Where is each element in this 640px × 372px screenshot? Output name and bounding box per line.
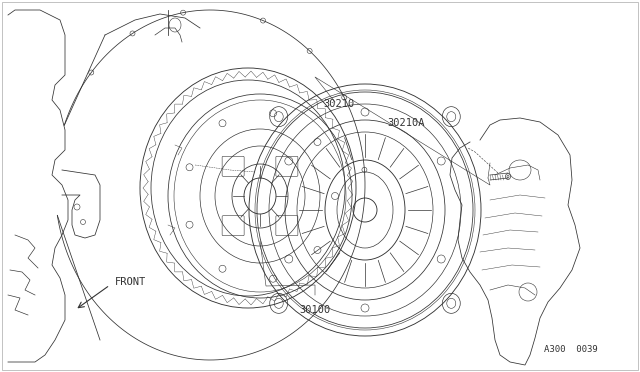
Text: 30100: 30100 — [300, 305, 331, 315]
Text: 30210: 30210 — [323, 99, 355, 109]
Text: 30210A: 30210A — [387, 118, 425, 128]
Text: FRONT: FRONT — [115, 277, 147, 287]
Text: A300  0039: A300 0039 — [544, 345, 598, 354]
